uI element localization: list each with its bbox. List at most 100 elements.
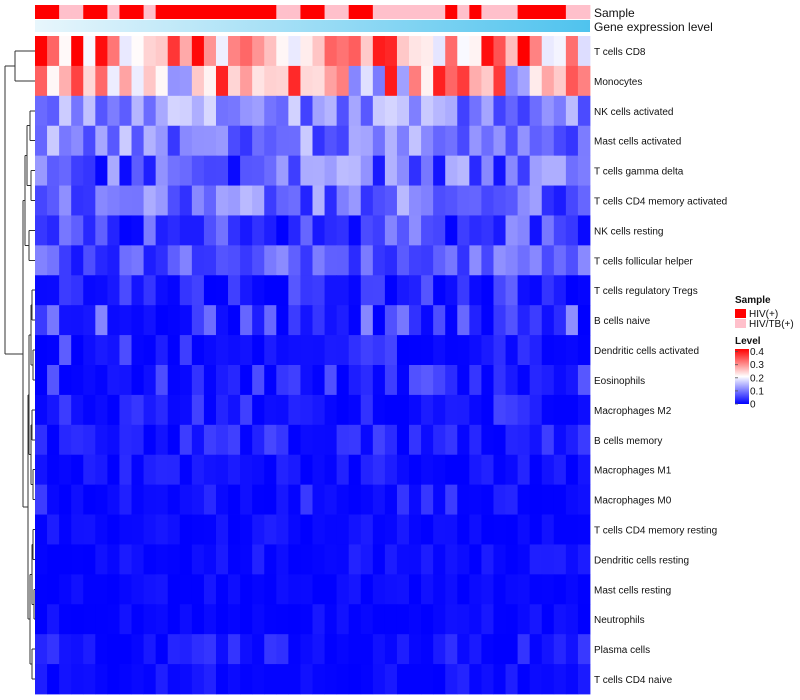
heatmap-cell — [469, 185, 482, 216]
heatmap-cell — [312, 484, 325, 515]
heatmap-cell — [481, 484, 494, 515]
heatmap-cell — [372, 36, 386, 67]
heatmap-cell — [505, 65, 519, 97]
heatmap-cell — [276, 424, 289, 456]
heatmap-cell — [95, 65, 108, 97]
row-label: Mast cells resting — [594, 585, 671, 596]
heatmap-cell — [409, 514, 422, 545]
heatmap-cell — [372, 394, 386, 426]
sample-annotation-cell — [131, 5, 144, 19]
heatmap-cell — [119, 65, 132, 97]
heatmap-cell — [529, 394, 543, 426]
heatmap-cell — [348, 185, 362, 216]
heatmap-cell — [83, 544, 96, 575]
heatmap-cell — [457, 365, 470, 396]
heatmap-cell — [409, 574, 422, 605]
heatmap-cell — [71, 634, 84, 665]
heatmap-cell — [445, 185, 458, 216]
heatmap-cell — [155, 484, 169, 515]
heatmap-cell — [143, 514, 157, 545]
heatmap-cell — [83, 634, 96, 665]
heatmap-cell — [143, 454, 157, 486]
heatmap-cell — [433, 365, 446, 396]
heatmap-cell — [553, 155, 567, 186]
heatmap-cell — [252, 604, 265, 635]
heatmap-cell — [324, 155, 338, 186]
heatmap-cell — [83, 185, 96, 216]
heatmap-cell — [240, 155, 253, 186]
heatmap-cell — [312, 155, 325, 186]
heatmap-cell — [529, 544, 543, 575]
heatmap-cell — [529, 275, 543, 306]
heatmap-cell — [372, 65, 386, 97]
heatmap-cell — [505, 95, 519, 127]
heatmap-cell — [264, 275, 277, 306]
heatmap-cell — [191, 305, 205, 336]
heatmap-cell — [553, 394, 567, 426]
heatmap-cell — [577, 36, 591, 67]
sample-annotation-cell — [276, 5, 289, 19]
heatmap-cell — [95, 275, 108, 306]
heatmap-cell — [553, 125, 567, 157]
row-label: Eosinophils — [594, 376, 645, 387]
heatmap-cell — [71, 574, 84, 605]
heatmap-cell — [409, 394, 422, 426]
sample-annotation-cell — [409, 5, 422, 19]
heatmap-cell — [71, 454, 84, 486]
heatmap-cell — [421, 484, 434, 515]
sample-annotation-cell — [529, 5, 543, 19]
heatmap-cell — [59, 335, 72, 366]
heatmap-cell — [372, 125, 386, 157]
legend: Sample HIV(+) HIV/TB(+) Level 0.40.30.20… — [735, 295, 794, 411]
heatmap-cell — [396, 335, 410, 366]
heatmap-cell — [119, 454, 132, 486]
sample-annotation-cell — [493, 5, 506, 19]
heatmap-cell — [288, 36, 301, 67]
heatmap-cell — [179, 275, 193, 306]
heatmap-cell — [360, 424, 374, 456]
heatmap-cell — [252, 155, 265, 186]
heatmap-cell — [107, 604, 120, 635]
heatmap-cell — [240, 245, 253, 276]
heatmap-cell — [577, 604, 591, 635]
heatmap-cell — [529, 125, 543, 157]
heatmap-cell — [264, 125, 277, 157]
heatmap-cell — [215, 155, 229, 186]
heatmap-cell — [421, 245, 434, 276]
heatmap-cell — [421, 424, 434, 456]
heatmap-cell — [107, 335, 120, 366]
heatmap-cell — [83, 514, 96, 545]
heatmap-cell — [228, 155, 241, 186]
heatmap-cell — [336, 125, 350, 157]
heatmap-cell — [336, 215, 350, 246]
heatmap-cell — [215, 95, 229, 127]
heatmap-cell — [541, 424, 555, 456]
heatmap-cell — [95, 544, 108, 575]
heatmap-cell — [469, 454, 482, 486]
heatmap-cell — [409, 215, 422, 246]
heatmap-cell — [179, 514, 193, 545]
heatmap-cell — [288, 514, 301, 545]
heatmap-cell — [445, 514, 458, 545]
heatmap-cell — [240, 335, 253, 366]
heatmap-cell — [384, 36, 398, 67]
heatmap-cell — [119, 305, 132, 336]
heatmap-cell — [505, 604, 519, 635]
heatmap-cell — [167, 245, 181, 276]
heatmap-cell — [457, 245, 470, 276]
heatmap-cell — [35, 514, 48, 545]
heatmap-cell — [300, 305, 313, 336]
heatmap-cell — [119, 36, 132, 67]
heatmap-cell — [264, 514, 277, 545]
heatmap-cell — [360, 36, 374, 67]
heatmap-cell — [288, 335, 301, 366]
heatmap-cell — [276, 245, 289, 276]
heatmap-cell — [264, 365, 277, 396]
heatmap-cell — [228, 125, 241, 157]
heatmap-cell — [71, 365, 84, 396]
heatmap-cell — [372, 185, 386, 216]
heatmap-cell — [215, 36, 229, 67]
heatmap-cell — [445, 544, 458, 575]
heatmap-cell — [360, 454, 374, 486]
heatmap-cell — [47, 245, 60, 276]
